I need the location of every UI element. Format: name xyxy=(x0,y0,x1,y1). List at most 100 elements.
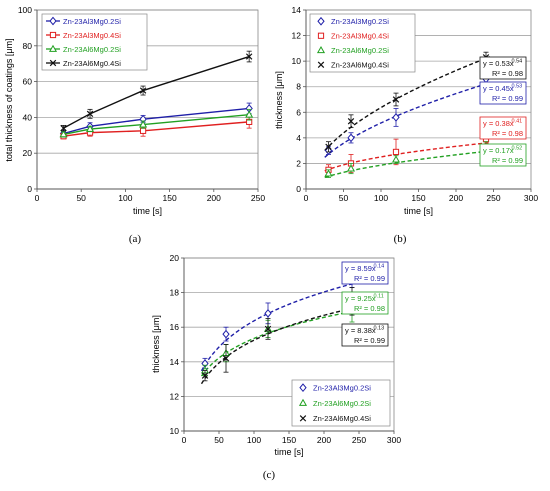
series-line xyxy=(63,121,250,137)
x-tick-label: 250 xyxy=(486,193,500,203)
trendline xyxy=(200,310,356,377)
data-point xyxy=(391,155,401,163)
panel-label: (c) xyxy=(263,469,276,481)
legend-marker xyxy=(317,61,325,68)
equation-box xyxy=(341,291,389,315)
legend-label: Zn-23Al6Mg0.2Si xyxy=(313,399,371,408)
x-axis-title: time [s] xyxy=(133,206,162,216)
data-point xyxy=(86,110,94,118)
data-point xyxy=(392,113,400,122)
equation-box xyxy=(479,116,527,140)
equation-exponent: 0.53 xyxy=(512,84,523,90)
y-tick-label: 0 xyxy=(296,184,301,194)
equation-text: y = 0.45x xyxy=(483,84,514,93)
data-point xyxy=(245,53,253,60)
legend-label: Zn-23Al3Mg0.4Si xyxy=(331,32,389,41)
equation-exponent: 0.54 xyxy=(512,59,523,65)
legend-box xyxy=(309,13,416,73)
y-axis-title: thickness [μm] xyxy=(151,315,161,373)
r-squared-text: R² = 0.98 xyxy=(492,129,523,138)
x-tick-label: 250 xyxy=(251,193,265,203)
legend-marker xyxy=(49,16,57,26)
x-tick-label: 150 xyxy=(282,435,296,445)
y-tick-label: 8 xyxy=(296,82,301,92)
equation-text: y = 0.17x xyxy=(483,146,514,155)
data-point xyxy=(347,118,355,125)
legend-marker xyxy=(49,31,57,39)
x-tick-label: 200 xyxy=(317,435,331,445)
y-axis-title: total thickness of coatings [μm] xyxy=(4,38,14,161)
legend-marker xyxy=(48,44,58,52)
y-tick-label: 60 xyxy=(23,77,33,87)
equation-box xyxy=(341,261,389,285)
legend-label: Zn-23Al3Mg0.2Si xyxy=(331,17,389,26)
data-point xyxy=(222,355,230,362)
y-tick-label: 6 xyxy=(296,107,301,117)
legend-marker xyxy=(299,415,307,422)
legend-label: Zn-23Al3Mg0.4Si xyxy=(63,31,121,40)
legend-marker xyxy=(316,46,326,54)
trendline xyxy=(200,282,356,372)
legend-marker xyxy=(299,383,307,393)
legend-box xyxy=(291,379,391,427)
equation-exponent: 0.13 xyxy=(374,326,385,332)
legend-marker xyxy=(317,16,325,26)
y-tick-label: 100 xyxy=(18,5,32,15)
x-axis-title: time [s] xyxy=(404,206,433,216)
x-tick-label: 150 xyxy=(411,193,425,203)
y-tick-label: 12 xyxy=(292,31,302,41)
y-tick-label: 14 xyxy=(170,357,180,367)
legend-marker xyxy=(49,59,57,67)
x-tick-label: 300 xyxy=(387,435,401,445)
legend-label: Zn-23Al6Mg0.2Si xyxy=(331,46,389,55)
x-tick-label: 250 xyxy=(352,435,366,445)
trendline xyxy=(200,306,356,385)
data-point xyxy=(139,120,148,128)
data-point xyxy=(264,325,272,333)
x-tick-label: 200 xyxy=(449,193,463,203)
y-tick-label: 12 xyxy=(170,391,180,401)
x-tick-label: 150 xyxy=(163,193,177,203)
x-tick-label: 100 xyxy=(247,435,261,445)
y-tick-label: 16 xyxy=(170,322,180,332)
data-point xyxy=(85,124,95,132)
r-squared-text: R² = 0.99 xyxy=(354,336,385,345)
x-tick-label: 50 xyxy=(339,193,349,203)
x-tick-label: 200 xyxy=(207,193,221,203)
trendline xyxy=(324,141,490,172)
y-tick-label: 80 xyxy=(23,41,33,51)
data-point xyxy=(392,148,400,156)
y-tick-label: 14 xyxy=(292,5,302,15)
y-tick-label: 20 xyxy=(23,148,33,158)
legend-label: Zn-23Al6Mg0.4Si xyxy=(63,59,121,68)
legend-marker xyxy=(298,398,308,406)
legend-marker xyxy=(317,32,325,39)
r-squared-text: R² = 0.98 xyxy=(492,69,523,78)
data-point xyxy=(264,308,272,318)
y-tick-label: 18 xyxy=(170,288,180,298)
equation-exponent: 0.11 xyxy=(374,294,384,300)
series-line xyxy=(63,114,250,136)
data-point xyxy=(324,169,333,177)
r-squared-text: R² = 0.99 xyxy=(492,156,523,165)
panel-label: (b) xyxy=(394,233,407,245)
equation-text: y = 0.38x xyxy=(483,119,514,128)
x-tick-label: 300 xyxy=(524,193,538,203)
y-tick-label: 2 xyxy=(296,158,301,168)
x-tick-label: 50 xyxy=(76,193,86,203)
data-point xyxy=(59,130,68,138)
x-tick-label: 50 xyxy=(214,435,224,445)
equation-exponent: 0.14 xyxy=(374,264,385,270)
y-tick-label: 40 xyxy=(23,112,33,122)
data-point xyxy=(325,143,332,151)
legend-box xyxy=(41,13,148,71)
y-tick-label: 20 xyxy=(170,253,180,263)
panel-label: (a) xyxy=(129,233,142,245)
data-point xyxy=(222,329,230,339)
r-squared-text: R² = 0.98 xyxy=(354,304,385,313)
legend-label: Zn-23Al3Mg0.2Si xyxy=(63,17,121,26)
data-point xyxy=(346,164,356,172)
legend-label: Zn-23Al6Mg0.2Si xyxy=(63,45,121,54)
x-tick-label: 100 xyxy=(374,193,388,203)
